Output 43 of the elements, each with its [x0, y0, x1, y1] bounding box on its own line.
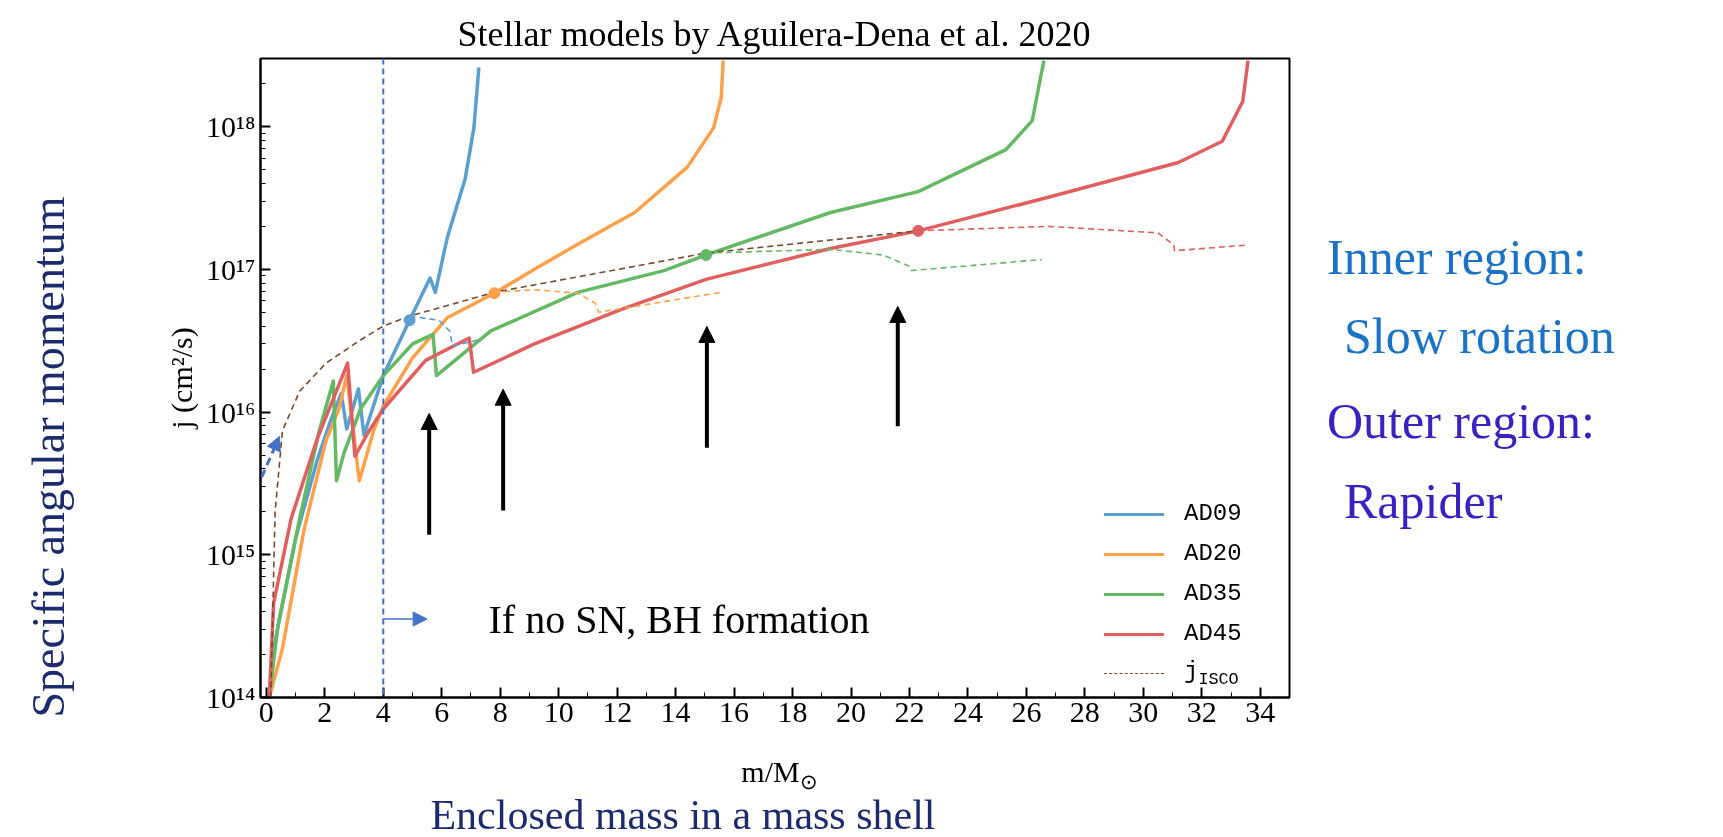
legend-label: AD35: [1184, 580, 1242, 607]
x-tick-label: 20: [836, 694, 867, 728]
x-tick-label: 24: [952, 694, 983, 728]
point: [700, 249, 713, 261]
x-axis-title: m/M$_{⊙}$: [741, 755, 818, 794]
x-tick-label: 0: [258, 694, 274, 728]
x-tick-label: 30: [1128, 694, 1159, 728]
x-tick-label: 10: [543, 694, 574, 728]
text: Enclosed mass in a mass shell: [430, 792, 936, 837]
legend-label: j$_{ISCO}$: [1184, 657, 1239, 689]
x-tick-label: 14: [660, 694, 691, 728]
x-tick-label: 8: [492, 694, 508, 728]
x-tick-label: 32: [1186, 694, 1217, 728]
text: Slow rotation: [1344, 308, 1615, 364]
x-tick-label: 26: [1011, 694, 1042, 728]
legend-label: AD45: [1184, 620, 1242, 647]
chart-title: Stellar models by Aguilera-Dena et al. 2020: [457, 13, 1091, 54]
point: [912, 224, 925, 237]
x-tick-label: 2: [317, 694, 333, 728]
x-tick-label: 22: [894, 694, 925, 728]
point: [403, 314, 416, 327]
x-tick-label: 12: [602, 694, 633, 728]
text: Inner region:: [1327, 229, 1587, 285]
y-tick-label: 10¹⁶: [206, 395, 256, 429]
y-tick-label: 10¹⁷: [206, 252, 256, 286]
point: [488, 287, 501, 300]
text: Outer region:: [1327, 393, 1595, 449]
y-tick-label: 10¹⁵: [206, 538, 256, 572]
text: Specific angular momentum: [23, 196, 74, 718]
line-series: [267, 58, 1250, 698]
text: Rapider: [1344, 473, 1503, 529]
legend-label: AD20: [1184, 540, 1242, 567]
x-tick-label: 18: [777, 694, 808, 728]
x-tick-label: 6: [434, 694, 450, 728]
x-tick-label: 4: [375, 694, 391, 728]
x-tick-label: 16: [719, 694, 750, 728]
y-axis-title: j (cm²/s): [165, 327, 200, 430]
y-tick-label: 10¹⁸: [206, 110, 256, 144]
x-tick-label: 28: [1069, 694, 1100, 728]
y-tick-label: 10¹⁴: [206, 681, 256, 714]
annotation: If no SN, BH formation: [488, 596, 870, 642]
x-tick-label: 34: [1245, 694, 1276, 728]
legend-label: AD09: [1184, 500, 1242, 527]
